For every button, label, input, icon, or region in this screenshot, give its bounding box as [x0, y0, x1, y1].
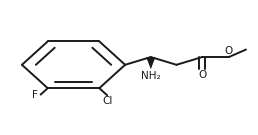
Text: NH₂: NH₂ — [141, 71, 161, 81]
Polygon shape — [146, 57, 156, 69]
Text: F: F — [32, 90, 38, 100]
Text: Cl: Cl — [102, 96, 112, 106]
Text: O: O — [225, 46, 233, 56]
Text: O: O — [198, 70, 206, 80]
